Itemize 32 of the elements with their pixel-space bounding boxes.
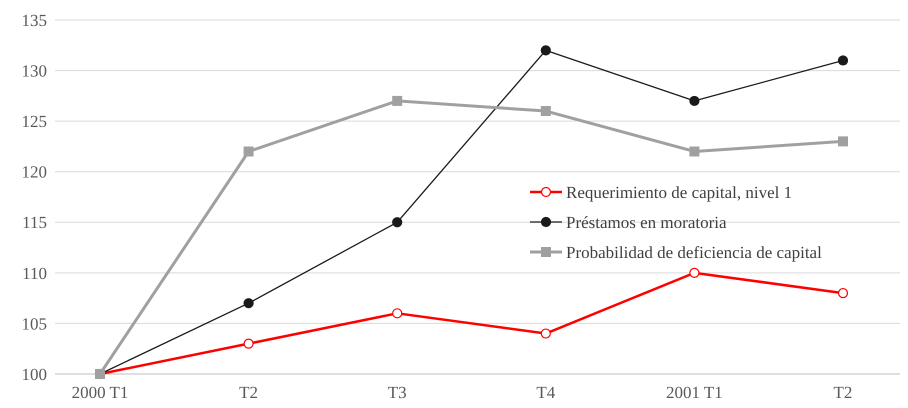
point [838, 55, 848, 66]
point [689, 96, 700, 106]
legend-label: Requerimiento de capital, nivel 1 [566, 182, 792, 202]
x-tick-label: T4 [536, 383, 556, 402]
x-tick-label: T2 [834, 383, 852, 402]
y-tick-label: 100 [22, 364, 47, 384]
y-tick-label: 135 [22, 10, 47, 30]
y-tick-label: 125 [22, 112, 47, 132]
y-tick-label: 115 [22, 213, 47, 232]
x-tick-label: 2001 T1 [666, 383, 723, 402]
point [838, 288, 848, 298]
point [540, 45, 551, 56]
y-tick-label: 120 [22, 162, 47, 182]
y-tick-label: 105 [22, 314, 47, 334]
point [392, 217, 402, 228]
point [540, 106, 551, 116]
y-tick-label: 110 [22, 264, 47, 283]
point [838, 136, 848, 146]
y-tick-label: 130 [22, 62, 47, 81]
point [244, 146, 254, 156]
point [392, 96, 402, 106]
legend-label: Probabilidad de deficiencia de capital [566, 242, 822, 262]
x-tick-label: T3 [388, 383, 407, 402]
point [689, 268, 700, 278]
x-tick-label: 2000 T1 [72, 383, 128, 402]
point [689, 146, 700, 156]
point [540, 328, 551, 339]
point [392, 308, 402, 318]
legend-label: Préstamos en moratoria [566, 212, 727, 232]
point [244, 298, 254, 308]
point [244, 338, 254, 349]
x-tick-label: T2 [239, 383, 258, 402]
